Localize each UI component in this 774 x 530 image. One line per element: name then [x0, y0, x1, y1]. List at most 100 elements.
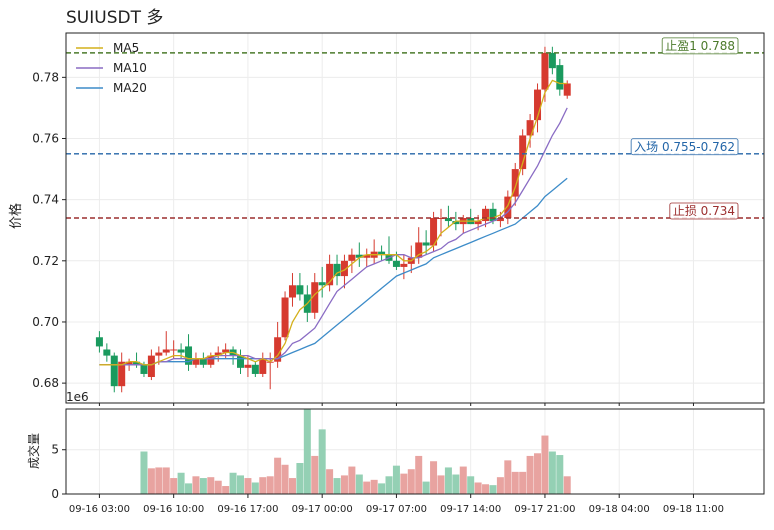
volume-bar: [437, 475, 445, 494]
x-tick-label: 09-17 14:00: [440, 504, 501, 515]
volume-bar: [214, 480, 222, 494]
candle-body: [422, 242, 430, 246]
x-tick-label: 09-17 21:00: [514, 504, 575, 515]
candle-body: [281, 297, 289, 338]
volume-axes-frame: [65, 408, 765, 495]
volume-bar: [459, 466, 467, 494]
volume-bar: [170, 478, 178, 494]
level-label-box: [669, 202, 739, 220]
x-tick-label: 09-16 10:00: [143, 504, 204, 515]
candle-body: [288, 285, 296, 298]
candle-body: [155, 352, 163, 356]
candle-body: [430, 218, 438, 246]
volume-bar: [333, 478, 341, 494]
candle-body: [437, 218, 445, 219]
candle-body: [511, 169, 519, 197]
volume-bar: [504, 460, 512, 494]
legend-label: MA20: [113, 81, 147, 95]
candle-body: [444, 218, 452, 222]
candle-body: [118, 361, 126, 387]
candle-body: [103, 349, 111, 356]
candle-body: [214, 352, 222, 356]
price-tick-label: 0.74: [32, 193, 59, 207]
volume-bar: [288, 478, 296, 494]
level-label: 止损 0.734: [673, 204, 735, 218]
volume-bar: [541, 435, 549, 494]
level-label: 止盈1 0.788: [665, 39, 735, 53]
candle-body: [185, 346, 193, 365]
volume-bar: [444, 467, 452, 494]
volume-bar: [415, 455, 423, 494]
volume-bar: [392, 465, 400, 494]
volume-bar: [140, 451, 148, 494]
volume-panel: 0 5 09-16 03:00 09-16 10:00 09-16 17:00 09-17…: [51, 408, 765, 515]
overlay: SUIUSDT 多 价格 成交量 1e6: [8, 8, 163, 469]
candle-body: [222, 349, 230, 353]
volume-bar: [244, 478, 252, 494]
candle-body: [392, 260, 400, 267]
volume-bar: [526, 455, 534, 494]
volume-bar: [199, 478, 207, 494]
volume-tick-label: 0: [51, 487, 59, 501]
volume-bar: [185, 483, 193, 494]
volume-bar: [348, 466, 356, 494]
candle-body: [348, 254, 356, 261]
volume-bar: [496, 477, 504, 494]
legend-label: MA10: [113, 61, 147, 75]
candle-body: [333, 263, 341, 277]
level-label-box: [630, 138, 739, 156]
volume-bar: [474, 482, 482, 494]
volume-bar: [511, 471, 519, 494]
ma10-line: [99, 107, 568, 366]
ma20-line: [99, 177, 568, 366]
candle-body: [259, 358, 267, 374]
volume-bar: [430, 461, 438, 494]
candle-body: [482, 208, 490, 222]
candle-body: [496, 218, 504, 222]
volume-bar: [519, 471, 527, 494]
volume-bar: [222, 486, 230, 494]
volume-bar: [556, 455, 564, 494]
volume-bar: [340, 475, 348, 494]
volume-bar: [162, 467, 170, 494]
candle-body: [504, 196, 512, 218]
candle-body: [415, 242, 423, 258]
volume-bar: [378, 483, 386, 494]
volume-bar: [452, 474, 460, 494]
volume-bar: [363, 481, 371, 494]
ma5-line: [99, 79, 568, 366]
volume-bar: [489, 485, 497, 494]
volume-bar: [147, 468, 155, 494]
volume-bar: [281, 464, 289, 494]
candle-body: [133, 361, 141, 365]
candle-body: [110, 355, 118, 387]
x-tick-label: 09-18 11:00: [663, 504, 724, 515]
candle-body: [318, 282, 326, 286]
price-panel: 止盈1 0.788 入场 0.755-0.762 止损 0.734 0.68 0.70 0…: [32, 32, 765, 406]
x-tick-label: 09-18 04:00: [589, 504, 650, 515]
candle-body: [363, 254, 371, 258]
volume-bar: [534, 453, 542, 494]
candle-body: [95, 337, 103, 347]
candle-body: [452, 221, 460, 225]
x-tick-label: 09-17 07:00: [366, 504, 427, 515]
volume-bar: [326, 469, 334, 494]
candle-body: [378, 251, 386, 255]
candle-body: [140, 364, 148, 374]
volume-bar: [311, 455, 319, 494]
candle-body: [326, 263, 334, 286]
volume-bar: [548, 451, 556, 494]
volume-axis-label: 成交量: [26, 433, 41, 469]
candle-body: [311, 282, 319, 313]
candle-body: [244, 364, 252, 368]
candle-body: [147, 355, 155, 378]
candle-body: [474, 221, 482, 225]
candle-body: [400, 263, 408, 267]
volume-bar: [266, 476, 274, 494]
candle-body: [548, 52, 556, 69]
candle-body: [534, 89, 542, 121]
candle-body: [519, 135, 527, 170]
level-label: 入场 0.755-0.762: [634, 140, 735, 154]
